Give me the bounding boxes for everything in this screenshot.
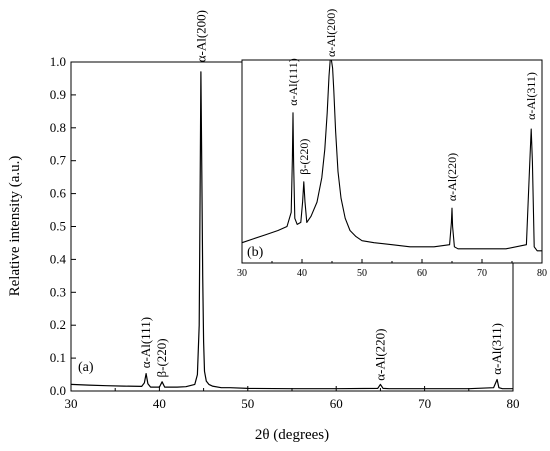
- inset-x-tick-label: 50: [357, 268, 367, 279]
- y-tick-label: 1.0: [50, 54, 66, 69]
- main-annotations: α-Al(111) β-(220)α-Al(200)α-Al(220) α-Al(3…: [138, 10, 504, 381]
- xrd-pattern-line-b: [241, 59, 542, 252]
- inset-annotations: α-Al(111) β-(220) α-Al(200) α-Al(220) α-Al(3…: [286, 9, 538, 201]
- inset-series: [241, 59, 542, 252]
- y-axis-label: Relative intensity (a.u.): [7, 156, 23, 297]
- peak-label-a: α-Al(200): [193, 10, 208, 62]
- peak-label-a: α-Al(311): [489, 323, 504, 375]
- y-tick-label: 0.9: [50, 87, 66, 102]
- peak-label-a: α-Al(220): [372, 328, 387, 380]
- inset-x-tick-label: 80: [537, 268, 547, 279]
- x-tick-label: 40: [153, 396, 166, 411]
- inset-axis-ticks: 30 40 50 60 70 80: [237, 259, 547, 279]
- inset-x-tick-label: 30: [237, 268, 247, 279]
- y-tick-label: 0.7: [50, 153, 67, 168]
- inset-x-tick-label: 40: [297, 268, 307, 279]
- xrd-pattern-line-a: [70, 71, 513, 390]
- y-tick-label: 0.6: [50, 186, 67, 201]
- main-axis-ticks: 30 40 50 60 70 80 0.0 0.1 0.2 0.3 0.4 0.5 0.6 0.7 0.8 0…: [50, 54, 520, 411]
- x-tick-label: 70: [418, 396, 431, 411]
- panel-label-a: (a): [78, 360, 94, 375]
- peak-label-b: α-Al(220): [445, 153, 459, 201]
- y-tick-label: 0.0: [50, 383, 66, 398]
- y-tick-label: 0.5: [50, 219, 66, 234]
- y-tick-label: 0.4: [50, 251, 67, 266]
- peak-label-a: β-(220): [154, 338, 169, 377]
- peak-label-b: α-Al(111): [286, 58, 300, 105]
- y-tick-label: 0.2: [50, 317, 66, 332]
- peak-label-b: β-(220): [297, 139, 311, 175]
- peak-label-b: α-Al(311): [524, 72, 538, 120]
- x-axis-label: 2θ (degrees): [255, 427, 329, 443]
- peak-label-b: α-Al(200): [324, 9, 338, 57]
- main-series: [70, 71, 513, 390]
- panel-label-b: (b): [247, 245, 264, 260]
- y-tick-label: 0.8: [50, 120, 66, 135]
- x-tick-label: 80: [507, 396, 520, 411]
- peak-label-a: α-Al(111): [138, 317, 153, 368]
- x-tick-label: 60: [330, 396, 343, 411]
- inset-x-tick-label: 70: [477, 268, 487, 279]
- y-tick-label: 0.1: [50, 350, 66, 365]
- y-tick-label: 0.3: [50, 284, 66, 299]
- x-tick-label: 30: [65, 396, 78, 411]
- x-tick-label: 50: [241, 396, 254, 411]
- inset-x-tick-label: 60: [417, 268, 427, 279]
